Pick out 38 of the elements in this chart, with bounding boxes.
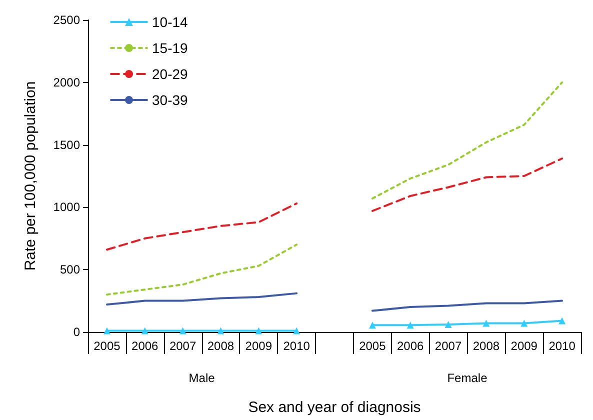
point [141, 327, 148, 334]
x-tick-label: 2009 [245, 339, 272, 353]
y-tick-label: 1000 [53, 200, 80, 214]
point [217, 327, 224, 334]
y-tick-label: 1500 [53, 138, 80, 152]
point [368, 322, 376, 329]
legend-label: 30-39 [152, 92, 188, 108]
x-tick-label: 2009 [510, 339, 538, 353]
y-tick-label: 2000 [53, 75, 80, 90]
legend-label: 20-29 [152, 66, 188, 82]
point [103, 327, 110, 334]
x-tick-label: 2008 [207, 339, 234, 353]
point [179, 327, 186, 334]
y-axis-title: Rate per 100,000 population [22, 81, 39, 271]
text: Female [447, 371, 488, 385]
point [444, 321, 452, 328]
point [406, 322, 414, 329]
x-tick-label: 2006 [132, 339, 159, 353]
x-tick-label: 2010 [283, 339, 310, 353]
x-tick-label: 2007 [434, 339, 462, 353]
point [558, 317, 566, 324]
y-tick-label: 500 [60, 262, 80, 277]
x-tick-label: 2006 [396, 339, 424, 353]
x-tick-label: 2005 [94, 339, 121, 353]
legend-label: 10-14 [152, 14, 188, 30]
x-axis-title: Sex and year of diagnosis [248, 399, 421, 416]
point [255, 327, 262, 334]
x-tick-label: 2005 [359, 339, 386, 353]
point [482, 320, 490, 327]
point [520, 320, 528, 327]
legend-label: 15-19 [152, 40, 188, 56]
x-tick-label: 2007 [169, 339, 196, 353]
text: Male [188, 371, 216, 385]
x-tick-label: 2008 [472, 339, 500, 353]
x-tick-label: 2010 [548, 339, 576, 353]
y-tick-label: 0 [73, 325, 80, 339]
point [293, 327, 300, 334]
y-tick-label: 2500 [53, 13, 80, 27]
